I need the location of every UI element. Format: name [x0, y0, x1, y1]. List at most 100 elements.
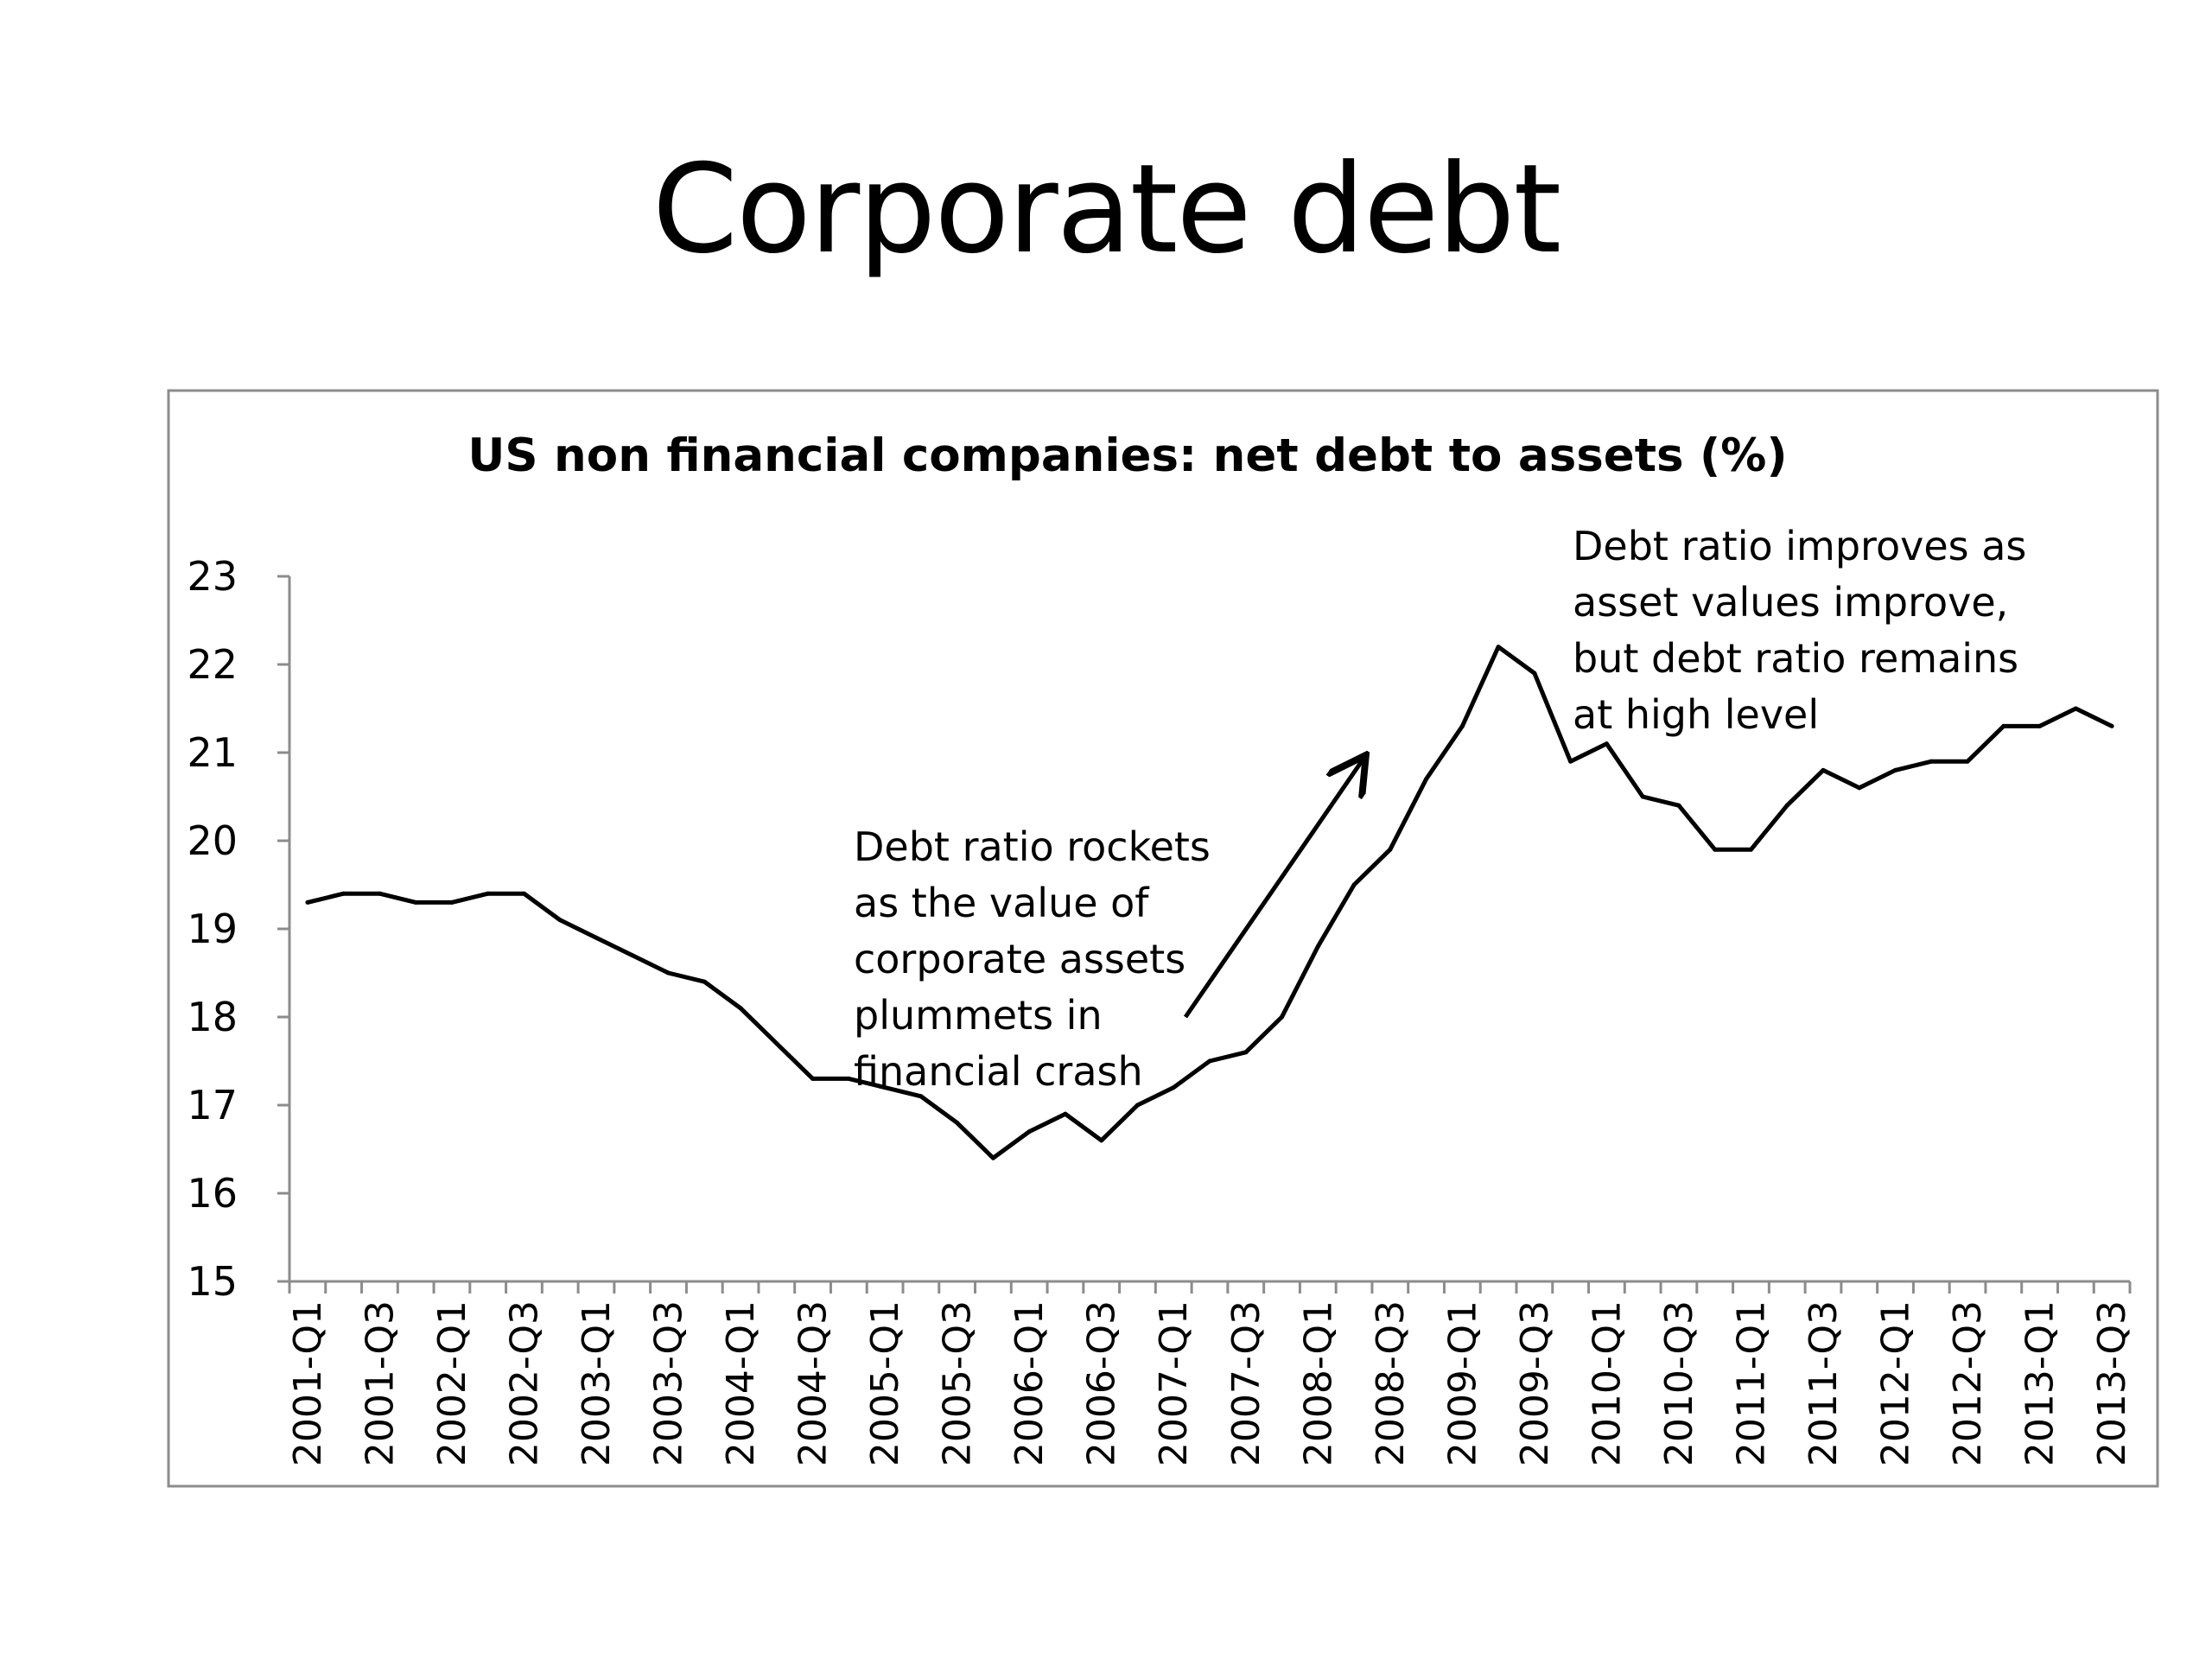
data-point: [1027, 1129, 1032, 1135]
data-point: [2001, 723, 2006, 728]
annotation-recovery: Debt ratio improves as asset values impro…: [1573, 523, 2026, 738]
y-tick-label: 17: [187, 1082, 238, 1128]
data-point: [1857, 785, 1862, 791]
data-point: [2109, 723, 2114, 728]
annotation-line: corporate assets: [854, 936, 1185, 982]
x-tick-label: 2012-Q3: [1946, 1300, 1990, 1466]
y-tick-label: 20: [187, 817, 238, 864]
data-point: [1388, 847, 1393, 852]
data-point: [1459, 723, 1465, 728]
data-point: [810, 1076, 816, 1081]
data-point: [1063, 1111, 1068, 1116]
data-point: [305, 899, 310, 905]
annotation-line: Debt ratio rockets: [854, 823, 1211, 870]
x-tick-label: 2008-Q3: [1369, 1300, 1413, 1466]
x-tick-label: 2013-Q3: [2090, 1300, 2134, 1466]
data-point: [1315, 944, 1320, 949]
x-tick-label: 2013-Q1: [2018, 1300, 2063, 1466]
data-point: [341, 891, 346, 896]
data-point: [1784, 803, 1789, 808]
data-point: [1713, 847, 1718, 852]
x-tick-label: 2010-Q1: [1585, 1300, 1629, 1466]
data-point: [2037, 723, 2043, 728]
annotation-crash: Debt ratio rockets as the value of corpora…: [854, 823, 1211, 1095]
data-point: [1496, 645, 1501, 650]
data-point: [1893, 767, 1898, 772]
x-tick-label: 2001-Q1: [286, 1300, 330, 1466]
x-tick-label: 2010-Q3: [1657, 1300, 1701, 1466]
y-axis: 15 16 17 18 19 20 21 22 23: [187, 553, 291, 1305]
data-point: [594, 935, 599, 940]
x-axis: 2001-Q1 2001-Q3 2002-Q1 2002-Q3 2003-Q1 2003-…: [286, 1280, 2134, 1466]
data-point: [449, 899, 454, 905]
data-point: [1099, 1138, 1104, 1143]
data-point: [2073, 706, 2078, 711]
data-point: [1821, 767, 1826, 772]
chart-frame: [167, 389, 2159, 1488]
data-point: [666, 970, 671, 976]
x-tick-label: 2012-Q1: [1874, 1300, 1918, 1466]
x-tick-label: 2005-Q1: [863, 1300, 907, 1466]
y-tick-label: 19: [187, 906, 238, 952]
data-point: [1640, 794, 1645, 799]
x-tick-label: 2011-Q1: [1729, 1300, 1773, 1466]
data-point: [702, 979, 707, 984]
slide-title: Corporate debt: [652, 138, 1561, 281]
annotation-line: asset values improve,: [1573, 579, 2008, 626]
x-tick-label: 2007-Q1: [1152, 1300, 1196, 1466]
y-tick-label: 16: [187, 1170, 238, 1217]
data-point: [846, 1076, 851, 1081]
annotation-line: Debt ratio improves as: [1573, 523, 2026, 569]
x-tick-label: 2003-Q3: [647, 1300, 691, 1466]
annotation-line: at high level: [1573, 691, 1819, 738]
chart-title: US non financial companies: net debt to …: [467, 429, 1787, 482]
data-point: [1135, 1103, 1140, 1108]
data-point: [1280, 1014, 1285, 1020]
x-tick-label: 2008-Q1: [1296, 1300, 1340, 1466]
y-tick-label: 22: [187, 641, 238, 688]
y-tick-label: 23: [187, 553, 238, 600]
data-point: [918, 1094, 924, 1099]
y-tick-label: 21: [187, 729, 238, 776]
annotation-line: as the value of: [854, 880, 1150, 926]
data-point: [1207, 1058, 1212, 1064]
y-tick-label: 15: [187, 1258, 238, 1305]
data-point: [486, 891, 491, 896]
data-point: [990, 1155, 995, 1160]
data-point: [1351, 882, 1357, 887]
series-points: [305, 645, 2114, 1160]
data-point: [521, 891, 526, 896]
data-point: [1243, 1050, 1249, 1055]
x-tick-label: 2002-Q3: [502, 1300, 546, 1466]
data-point: [1676, 803, 1681, 808]
data-point: [1424, 777, 1429, 782]
x-tick-label: 2006-Q3: [1080, 1300, 1124, 1466]
data-point: [1929, 759, 1934, 764]
data-point: [377, 891, 382, 896]
data-point: [1568, 759, 1573, 764]
annotation-line: plummets in: [854, 992, 1103, 1039]
annotation-line: but debt ratio remains: [1573, 635, 2018, 682]
data-point: [1532, 671, 1537, 676]
data-point: [630, 953, 635, 958]
x-tick-label: 2004-Q3: [791, 1300, 836, 1466]
x-tick-label: 2005-Q3: [936, 1300, 980, 1466]
x-tick-label: 2002-Q1: [430, 1300, 474, 1466]
data-point: [955, 1120, 960, 1125]
x-tick-label: 2003-Q1: [575, 1300, 619, 1466]
data-point: [774, 1041, 779, 1046]
x-tick-label: 2009-Q3: [1513, 1300, 1557, 1466]
data-point: [882, 1085, 887, 1090]
x-tick-label: 2006-Q1: [1007, 1300, 1052, 1466]
annotation-line: financial crash: [854, 1048, 1143, 1095]
data-point: [557, 918, 563, 923]
data-point: [1604, 741, 1609, 747]
x-tick-label: 2009-Q1: [1440, 1300, 1484, 1466]
data-point: [1748, 847, 1753, 852]
annotation-arrow: [1183, 759, 1363, 1019]
x-tick-label: 2001-Q3: [358, 1300, 402, 1466]
y-tick-label: 18: [187, 994, 238, 1040]
data-point: [1171, 1085, 1176, 1090]
data-point: [738, 1006, 743, 1011]
